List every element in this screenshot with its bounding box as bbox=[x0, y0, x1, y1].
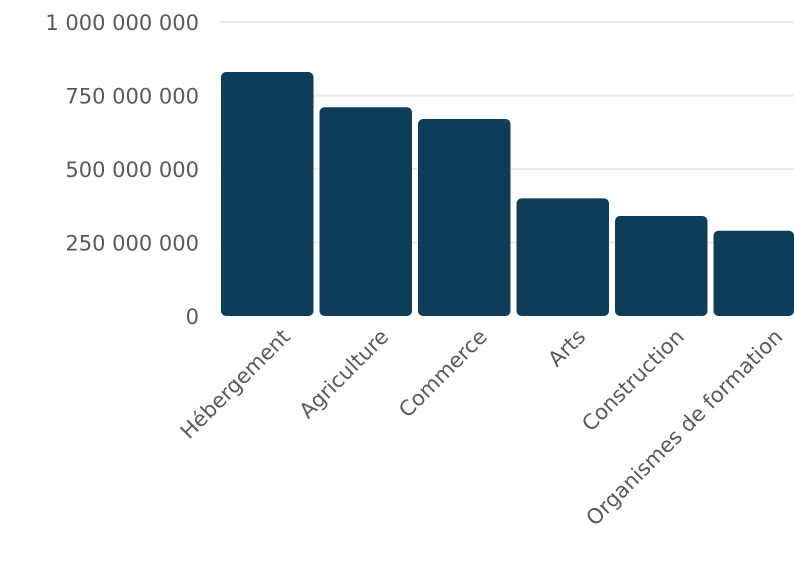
category-label: Organismes de formation bbox=[581, 325, 787, 531]
bar[interactable] bbox=[615, 216, 708, 316]
x-axis-category-labels: Hébergement Agriculture Commerce ArtsConstr… bbox=[176, 325, 788, 531]
y-tick-label: 750 000 000 bbox=[65, 85, 199, 109]
bar[interactable] bbox=[319, 107, 413, 316]
y-tick-label: 1 000 000 000 bbox=[45, 11, 199, 35]
bar[interactable] bbox=[713, 230, 794, 316]
category-label: Agriculture bbox=[295, 325, 394, 424]
bars bbox=[221, 71, 794, 317]
y-tick-label: 500 000 000 bbox=[65, 158, 199, 182]
bar[interactable] bbox=[221, 71, 314, 316]
category-label: Hébergement bbox=[176, 325, 295, 444]
category-label: Construction bbox=[577, 325, 689, 437]
category-label: Commerce bbox=[394, 325, 492, 423]
y-tick-label: 250 000 000 bbox=[65, 232, 199, 256]
y-tick-label: 0 bbox=[186, 305, 199, 329]
category-label: Arts bbox=[543, 325, 590, 372]
y-axis-tick-labels: 0 250 000 000 500 000 000 750 000 000 1 000 … bbox=[45, 11, 199, 329]
bar[interactable] bbox=[418, 119, 511, 317]
bar[interactable] bbox=[516, 198, 610, 316]
